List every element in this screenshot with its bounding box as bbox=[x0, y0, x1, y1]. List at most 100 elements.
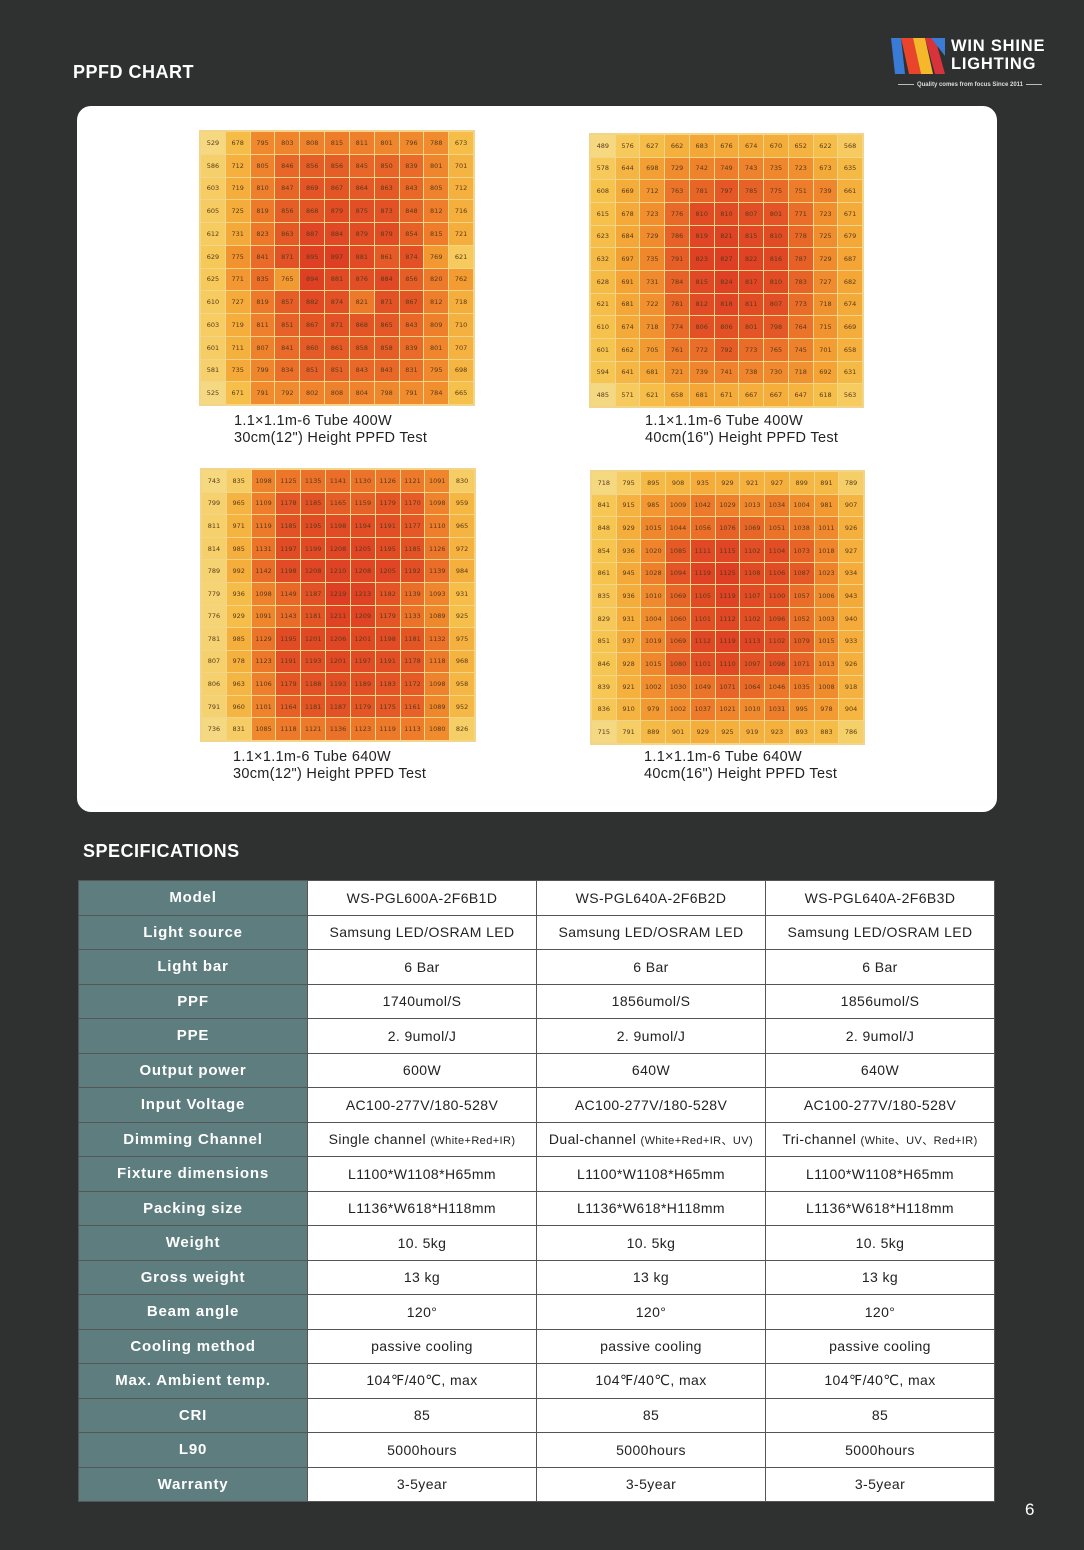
ppfd-cell: 791 bbox=[665, 248, 689, 270]
ppfd-cell: 765 bbox=[275, 268, 300, 291]
spec-value-text: 120° bbox=[864, 1303, 896, 1320]
ppfd-cell: 1118 bbox=[276, 718, 301, 740]
ppfd-cell: 1076 bbox=[715, 517, 740, 539]
ppfd-cell: 489 bbox=[591, 135, 615, 157]
ppfd-cell: 610 bbox=[591, 316, 615, 338]
ppfd-cell: 723 bbox=[813, 202, 838, 225]
spec-value-text: 2. 9umol/J bbox=[845, 1027, 915, 1044]
spec-value: Samsung LED/OSRAM LED bbox=[765, 914, 995, 950]
spec-value-text: L1100*W1108*H65mm bbox=[806, 1165, 954, 1182]
ppfd-cell: 875 bbox=[349, 200, 374, 222]
ppfd-cell: 1208 bbox=[301, 560, 326, 582]
ppfd-cell: 776 bbox=[202, 605, 226, 628]
ppfd-cell: 1015 bbox=[641, 517, 666, 539]
ppfd-cell: 904 bbox=[839, 698, 863, 721]
ppfd-cell: 850 bbox=[374, 154, 399, 177]
ppfd-cell: 1198 bbox=[326, 515, 350, 537]
ppfd-cell: 1064 bbox=[740, 675, 765, 698]
ppfd-cell: 935 bbox=[690, 472, 715, 494]
ppfd-cell: 928 bbox=[616, 653, 641, 675]
ppfd-cell: 995 bbox=[789, 698, 814, 721]
ppfd-cell: 879 bbox=[374, 223, 399, 245]
ppfd-cell: 710 bbox=[449, 314, 473, 336]
caption-line: 40cm(16") Height PPFD Test bbox=[645, 430, 839, 446]
spec-value-text: 120° bbox=[406, 1303, 438, 1320]
table-row: Weight 10. 5kg 10. 5kg 10. 5kg bbox=[78, 1225, 995, 1261]
ppfd-cell: 814 bbox=[202, 537, 226, 560]
table-row: Beam angle 120° 120° 120° bbox=[78, 1294, 995, 1330]
ppfd-cell: 618 bbox=[813, 384, 838, 406]
ppfd-cell: 806 bbox=[202, 673, 226, 695]
ppfd-cell: 871 bbox=[325, 314, 349, 336]
ppfd-cell: 665 bbox=[449, 382, 473, 404]
ppfd-cell: 736 bbox=[202, 718, 226, 740]
spec-value-text: Dual-channel bbox=[548, 1130, 637, 1147]
ppfd-cell: 765 bbox=[764, 338, 788, 361]
ppfd-cell: 798 bbox=[764, 316, 788, 338]
ppfd-cell: 907 bbox=[839, 494, 863, 517]
ppfd-cell: 830 bbox=[450, 470, 474, 492]
ppfd-cell: 731 bbox=[225, 223, 250, 245]
ppfd-cell: 1126 bbox=[425, 537, 450, 560]
spec-value-text: 10. 5kg bbox=[855, 1234, 905, 1251]
ppfd-cell: 1179 bbox=[350, 695, 375, 718]
ppfd-cell: 1094 bbox=[666, 562, 690, 585]
caption-line: 30cm(12") Height PPFD Test bbox=[234, 430, 428, 446]
ppfd-cell: 841 bbox=[250, 245, 275, 268]
spec-label: PPF bbox=[78, 983, 308, 1019]
spec-value: 640W bbox=[765, 1052, 995, 1088]
ppfd-cell: 735 bbox=[640, 248, 665, 270]
spec-value: 120° bbox=[307, 1294, 537, 1330]
ppfd-cell: 815 bbox=[739, 225, 764, 248]
ppfd-cell: 926 bbox=[839, 653, 863, 675]
spec-value: 600W bbox=[307, 1052, 537, 1088]
ppfd-cell: 883 bbox=[814, 721, 839, 743]
ppfd-cell: 929 bbox=[715, 472, 740, 494]
ppfd-cell: 661 bbox=[838, 180, 862, 202]
spec-value: Dual-channel (White+Red+IR、UV) bbox=[536, 1121, 766, 1157]
ppfd-cell: 628 bbox=[591, 270, 615, 293]
spec-value-text: 600W bbox=[402, 1062, 442, 1079]
ppfd-cell: 681 bbox=[689, 384, 714, 406]
ppfd-cell: 1135 bbox=[301, 470, 326, 492]
ppfd-cell: 1002 bbox=[641, 675, 666, 698]
ppfd-cell: 603 bbox=[201, 177, 225, 200]
spec-value: L1100*W1108*H65mm bbox=[536, 1156, 766, 1192]
spec-value-text: 6 Bar bbox=[862, 958, 898, 975]
ppfd-cell: 839 bbox=[399, 154, 424, 177]
ppfd-cell: 1098 bbox=[251, 582, 276, 605]
ppfd-cell: 741 bbox=[714, 361, 739, 384]
spec-value: 2. 9umol/J bbox=[765, 1018, 995, 1054]
ppfd-cell: 810 bbox=[764, 225, 788, 248]
spec-value-text: 3-5year bbox=[625, 1476, 677, 1493]
ppfd-cell: 792 bbox=[714, 338, 739, 361]
table-row: Model WS-PGL600A-2F6B1D WS-PGL640A-2F6B2D W… bbox=[78, 880, 995, 916]
table-row: Gross weight 13 kg 13 kg 13 kg bbox=[78, 1259, 995, 1295]
ppfd-cell: 691 bbox=[615, 270, 640, 293]
ppfd-cell: 1021 bbox=[715, 698, 740, 721]
spec-value-text: 640W bbox=[631, 1062, 671, 1079]
ppfd-cell: 943 bbox=[839, 585, 863, 607]
ppfd-cell: 985 bbox=[226, 628, 251, 650]
ppfd-cell: 738 bbox=[739, 361, 764, 384]
ppfd-cell: 881 bbox=[325, 268, 349, 291]
ppfd-cell: 867 bbox=[399, 291, 424, 313]
ppfd-cell: 1101 bbox=[690, 653, 715, 675]
ppfd-cell: 792 bbox=[275, 382, 300, 404]
ppfd-cell: 860 bbox=[300, 336, 325, 359]
ppfd-cell: 817 bbox=[739, 270, 764, 293]
ppfd-cell: 1108 bbox=[740, 562, 765, 585]
ppfd-cell: 722 bbox=[640, 293, 665, 316]
ppfd-cell: 622 bbox=[813, 135, 838, 157]
spec-label: Cooling method bbox=[78, 1328, 308, 1364]
ppfd-cell: 671 bbox=[838, 202, 862, 225]
ppfd-cell: 1079 bbox=[789, 630, 814, 653]
ppfd-cell: 1192 bbox=[400, 560, 425, 582]
spec-value: passive cooling bbox=[536, 1328, 766, 1364]
ppfd-cell: 797 bbox=[714, 180, 739, 202]
spec-label: Dimming Channel bbox=[78, 1121, 308, 1157]
table-row: Cooling method passive cooling passive coo… bbox=[78, 1328, 995, 1364]
ppfd-cell: 1194 bbox=[350, 515, 375, 537]
ppfd-cell: 674 bbox=[739, 135, 764, 157]
ppfd-cell: 815 bbox=[424, 223, 449, 245]
